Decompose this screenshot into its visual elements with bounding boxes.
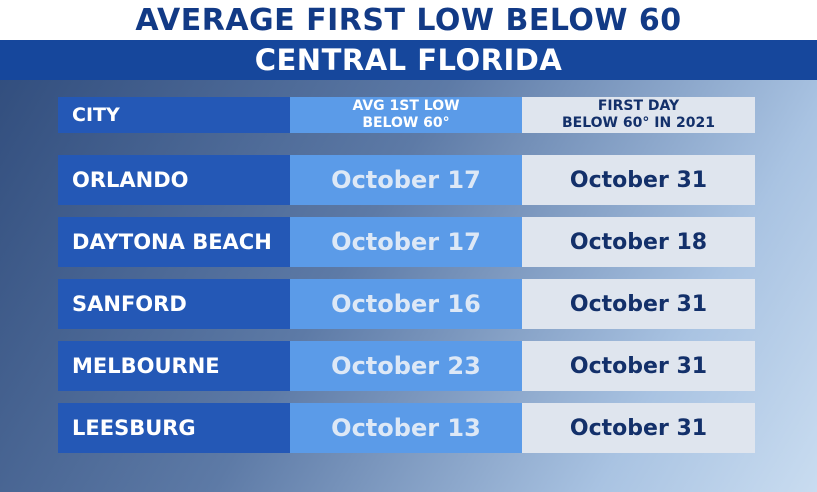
city-cell: SANFORD bbox=[58, 279, 290, 329]
date-cell: October 17 bbox=[290, 155, 522, 205]
date-cell: October 17 bbox=[290, 217, 522, 267]
date-cell: October 18 bbox=[522, 217, 755, 267]
date-cell: October 13 bbox=[290, 403, 522, 453]
column-header: AVG 1ST LOW BELOW 60° bbox=[290, 97, 522, 133]
date-cell: October 31 bbox=[522, 341, 755, 391]
date-cell: October 31 bbox=[522, 279, 755, 329]
city-cell: LEESBURG bbox=[58, 403, 290, 453]
column-header: FIRST DAY BELOW 60° IN 2021 bbox=[522, 97, 755, 133]
title: AVERAGE FIRST LOW BELOW 60 bbox=[0, 0, 817, 40]
date-cell: October 16 bbox=[290, 279, 522, 329]
date-cell: October 31 bbox=[522, 155, 755, 205]
column-header: CITY bbox=[58, 97, 290, 133]
city-cell: DAYTONA BEACH bbox=[58, 217, 290, 267]
city-cell: ORLANDO bbox=[58, 155, 290, 205]
city-cell: MELBOURNE bbox=[58, 341, 290, 391]
subtitle: CENTRAL FLORIDA bbox=[0, 40, 817, 80]
date-cell: October 31 bbox=[522, 403, 755, 453]
date-cell: October 23 bbox=[290, 341, 522, 391]
